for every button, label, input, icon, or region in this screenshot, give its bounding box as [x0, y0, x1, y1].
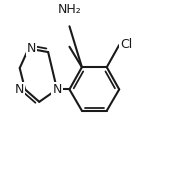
Text: N: N — [27, 42, 36, 55]
Text: N: N — [52, 83, 62, 96]
Text: N: N — [15, 83, 24, 96]
Text: NH₂: NH₂ — [57, 3, 81, 16]
Text: Cl: Cl — [121, 39, 133, 51]
